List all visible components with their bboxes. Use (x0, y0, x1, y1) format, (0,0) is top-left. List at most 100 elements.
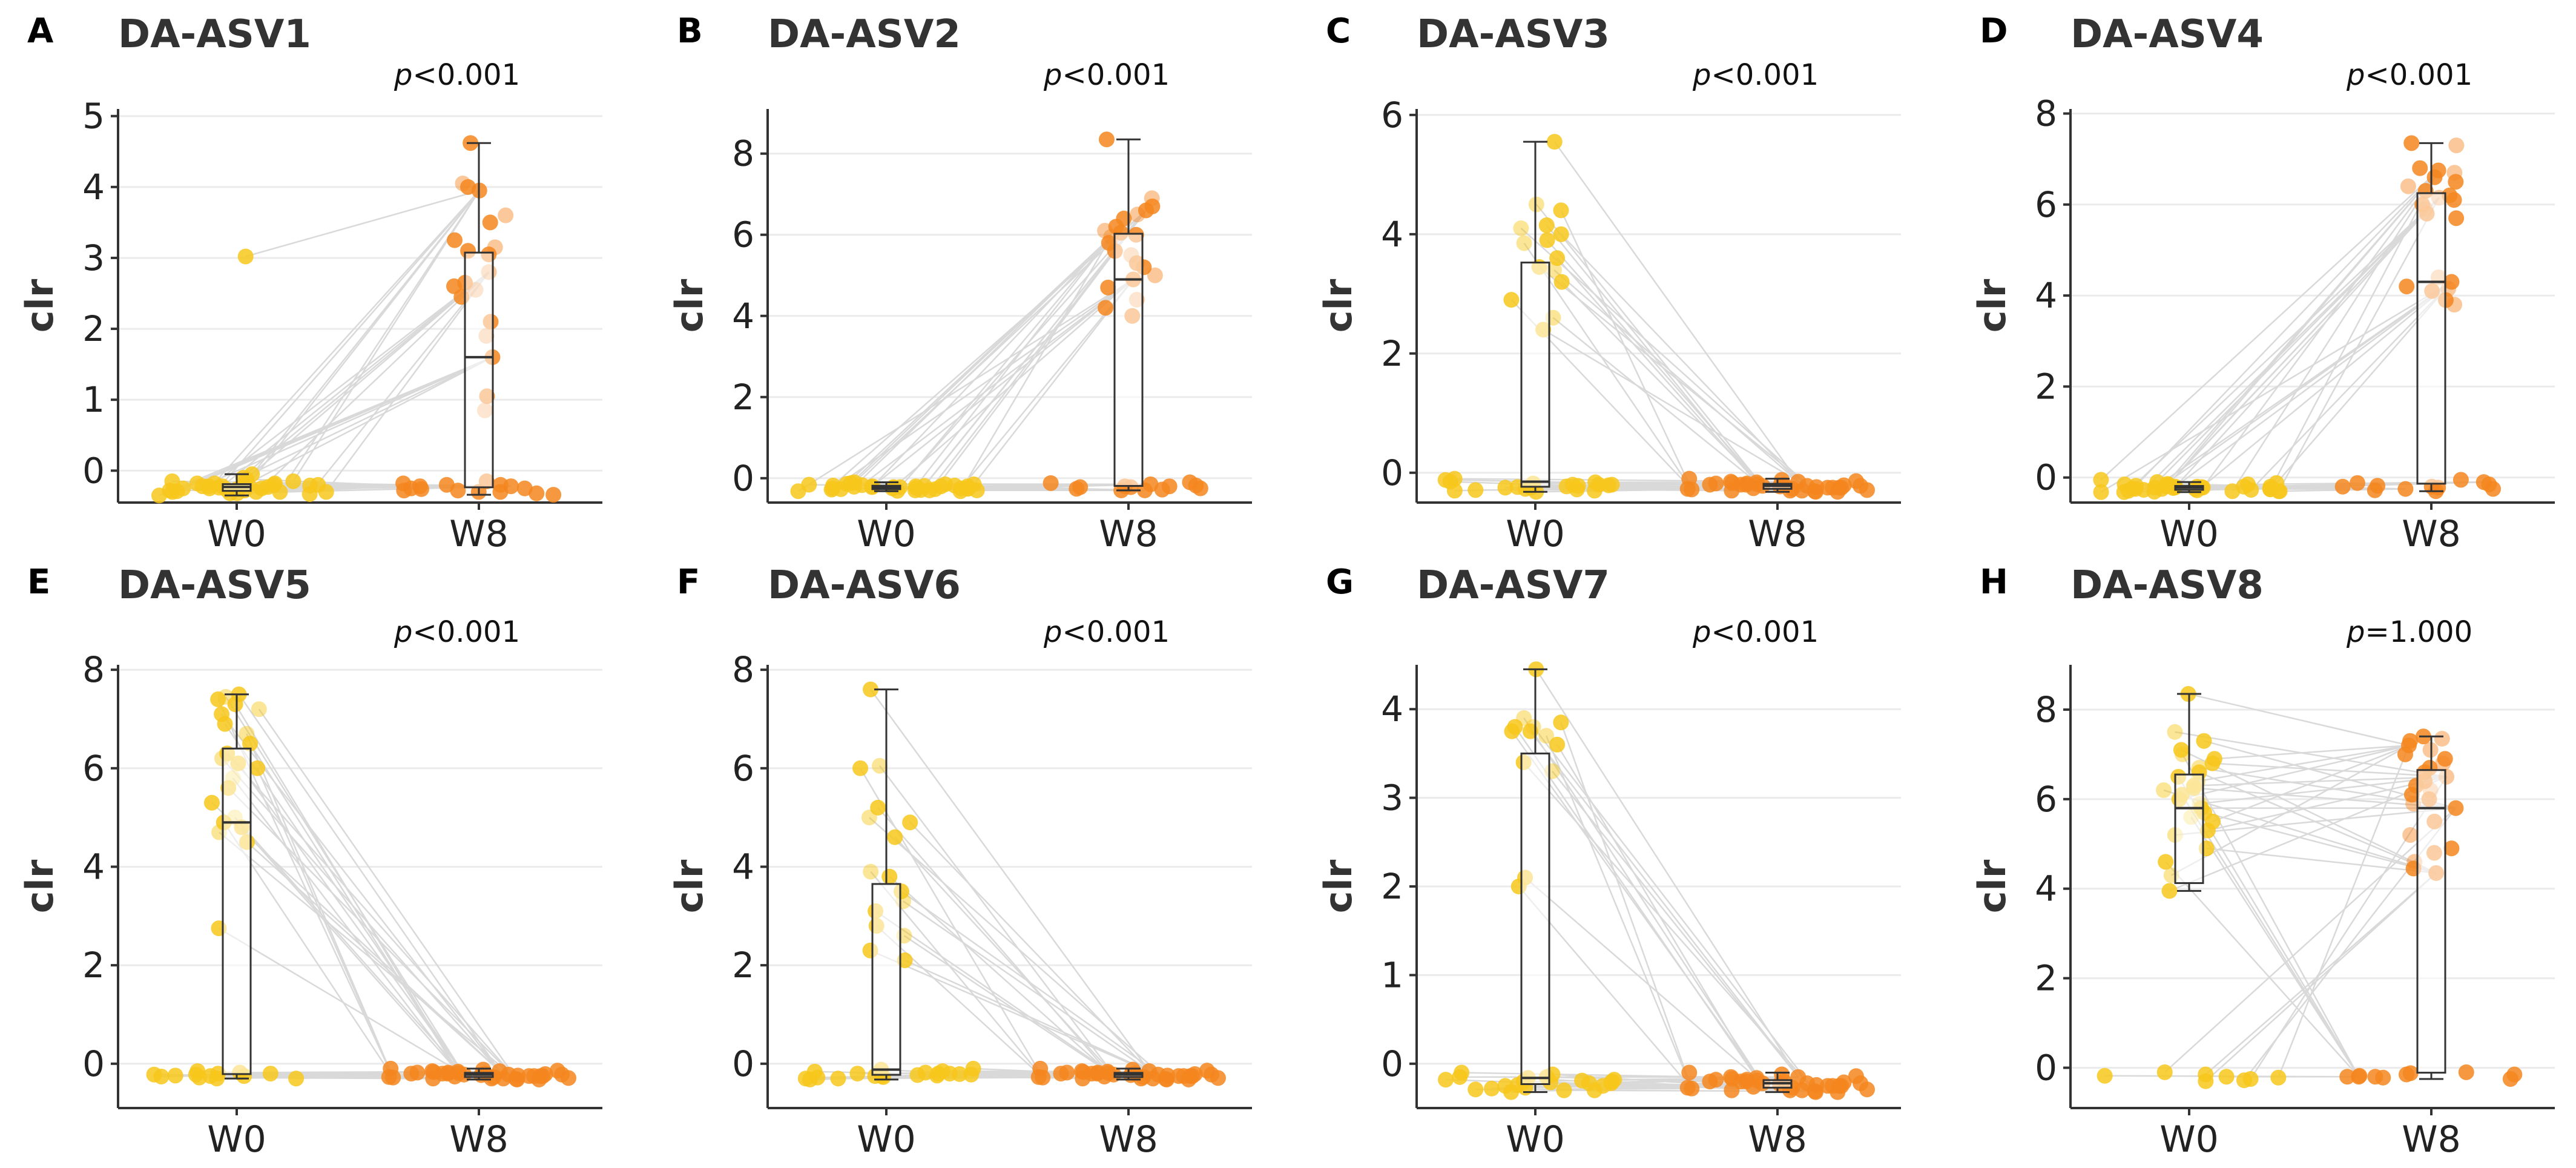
paired-line (2212, 744, 2410, 822)
data-point-w8 (2339, 1069, 2356, 1085)
data-point-w0 (1549, 736, 1566, 753)
data-point-w0 (823, 481, 840, 498)
data-point-w0 (2093, 484, 2109, 500)
y-tick-label: 2 (82, 308, 105, 349)
data-point-w0 (209, 1071, 225, 1087)
y-tick-label: 3 (82, 237, 105, 279)
panel-title: DA-ASV4 (2070, 12, 2264, 57)
box-w0 (2174, 773, 2204, 884)
paired-line (929, 210, 1147, 491)
paired-line (1532, 726, 1816, 1092)
data-point-w8 (1724, 475, 1741, 491)
data-point-w8 (1192, 480, 1208, 497)
data-point-w0 (2120, 483, 2136, 499)
panel-letter: A (27, 12, 54, 51)
p-value: p<0.001 (1692, 58, 1819, 92)
paired-line (2197, 744, 2410, 782)
data-point-w0 (2173, 742, 2189, 758)
data-point-w8 (1702, 477, 1718, 493)
data-point-w8 (2412, 160, 2428, 176)
data-point-w8 (1684, 1080, 1700, 1097)
data-point-w8 (1043, 475, 1059, 491)
paired-line (2163, 789, 2437, 874)
y-tick-label: 8 (2035, 689, 2057, 730)
y-tick-label: 6 (732, 214, 754, 256)
data-point-w8 (1848, 1068, 1864, 1084)
p-value-number: =1.000 (2365, 615, 2472, 649)
paired-line (2100, 170, 2439, 481)
paired-line (224, 723, 465, 1075)
p-value: p<0.001 (394, 615, 520, 649)
data-point-w8 (516, 480, 533, 497)
paired-line (2199, 776, 2447, 805)
paired-line (258, 708, 517, 1080)
data-point-w0 (881, 868, 898, 885)
y-axis-label: clr (18, 859, 62, 913)
panel-letter: C (1326, 12, 1351, 51)
data-point-w8 (1794, 1082, 1810, 1098)
paired-line (234, 817, 465, 1075)
data-point-w0 (887, 829, 903, 845)
y-tick-label: 0 (82, 1043, 105, 1084)
y-tick-label: 3 (1381, 777, 1403, 819)
paired-line (208, 190, 480, 489)
paired-line (325, 271, 490, 493)
paired-line (261, 271, 490, 489)
paired-line (2174, 197, 2440, 489)
data-point-w0 (2097, 1067, 2113, 1084)
paired-line (218, 928, 464, 1075)
data-point-w8 (1807, 483, 1823, 500)
data-point-w0 (1603, 1075, 1619, 1092)
data-point-w8 (1147, 267, 1163, 283)
paired-line (1543, 329, 1816, 492)
p-value: p=1.000 (2346, 615, 2472, 649)
y-tick-label: 1 (82, 379, 105, 420)
data-point-w0 (1546, 134, 1563, 150)
paired-line (901, 891, 1167, 1080)
y-tick-label: 5 (82, 96, 105, 137)
paired-line (176, 356, 493, 492)
data-point-w8 (2349, 475, 2365, 491)
paired-line (237, 356, 493, 490)
data-point-w8 (2400, 178, 2416, 194)
data-point-w8 (1745, 480, 1762, 497)
y-tick-label: 1 (1381, 954, 1403, 995)
data-point-w0 (872, 757, 888, 774)
p-value-number: <0.001 (1062, 615, 1170, 649)
data-point-w8 (2448, 174, 2464, 190)
paired-line (904, 959, 1150, 1072)
paired-line (893, 279, 1134, 489)
y-tick-label: 2 (82, 945, 105, 986)
paired-line (872, 279, 1134, 487)
paired-line (2278, 197, 2440, 492)
data-point-w8 (1702, 1074, 1718, 1090)
data-point-w8 (2397, 481, 2414, 497)
paired-line (246, 841, 501, 1072)
data-point-w8 (1794, 483, 1810, 499)
data-point-w0 (963, 1066, 980, 1083)
data-point-w8 (1098, 300, 1114, 316)
data-point-w8 (2398, 1066, 2414, 1083)
y-tick-label: 0 (732, 458, 754, 499)
paired-line (1556, 257, 1757, 483)
data-point-w0 (1546, 262, 1563, 278)
data-point-w8 (1848, 473, 1864, 489)
y-tick-label: 4 (82, 846, 105, 887)
paired-line (256, 768, 394, 1078)
x-tick-label: W0 (857, 1118, 916, 1161)
paired-line (854, 210, 1147, 483)
data-point-w8 (396, 483, 412, 499)
p-value-symbol: p (2346, 615, 2365, 649)
paired-line (2278, 745, 2410, 1078)
data-point-w8 (561, 1070, 577, 1086)
data-point-w0 (2155, 782, 2172, 799)
paired-line (920, 210, 1147, 491)
paired-line (1529, 731, 1799, 1078)
data-point-w0 (237, 248, 254, 265)
paired-line (221, 757, 501, 1072)
paired-line (1553, 141, 1799, 483)
data-point-w0 (227, 696, 243, 713)
y-tick-label: 2 (1381, 866, 1403, 907)
paired-line (232, 777, 459, 1072)
data-point-w0 (952, 1066, 968, 1082)
